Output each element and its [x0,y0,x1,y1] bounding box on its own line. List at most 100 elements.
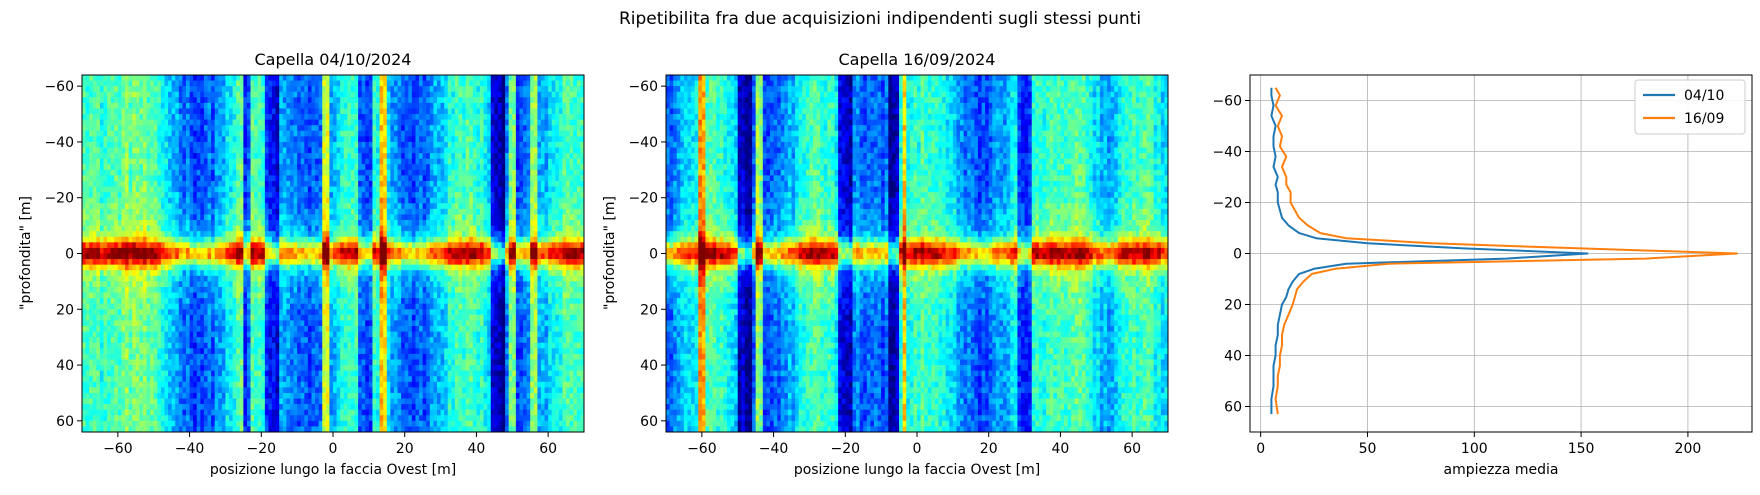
heatmap-cell [537,180,542,188]
heatmap-cell [458,136,463,143]
heatmap-cell [289,264,295,271]
heatmap-cell [318,253,323,260]
heatmap-cell [336,214,341,221]
heatmap-cell [157,97,162,104]
heatmap-cell [530,247,535,255]
heatmap-cell [350,214,356,221]
heatmap-cell [307,259,313,266]
heatmap-cell [469,108,474,115]
heatmap-cell [329,158,334,165]
heatmap-cell [386,141,391,149]
heatmap-cell [282,119,287,126]
heatmap-cell [505,225,510,232]
heatmap-cell [146,141,151,149]
heatmap-cell [465,147,470,154]
heatmap-cell [196,164,201,171]
heatmap-cell [566,158,571,165]
heatmap-cell [243,253,248,260]
heatmap-cell [350,236,356,243]
heatmap-cell [193,125,198,132]
heatmap-cell [236,220,241,227]
heatmap-cell [304,236,309,243]
heatmap-cell [246,75,252,82]
heatmap-cell [533,125,538,132]
heatmap-cell [476,153,481,160]
heatmap-cell [376,102,381,110]
heatmap-cell [465,186,470,193]
heatmap-cell [350,86,356,93]
heatmap-cell [397,119,402,126]
heatmap-cell [214,80,219,87]
heatmap-cell [286,91,291,98]
heatmap-cell [365,97,370,104]
heatmap-cell [99,164,105,171]
heatmap-cell [358,114,363,121]
heatmap-cell [558,80,564,87]
heatmap-cell [196,203,201,210]
heatmap-cell [175,220,180,227]
heatmap-cell [368,80,374,87]
heatmap-cell [193,259,198,266]
heatmap-cell [555,130,560,137]
heatmap-cell [225,242,230,249]
heatmap-cell [221,141,227,149]
heatmap-cell [397,125,402,132]
heatmap-cell [497,114,503,121]
heatmap-cell [426,247,431,255]
heatmap-cell [246,125,252,132]
heatmap-cell [480,91,485,98]
heatmap-cell [279,197,284,204]
heatmap-cell [272,214,277,221]
heatmap-cell [178,203,183,210]
heatmap-cell [515,214,521,221]
heatmap-cell [497,97,503,104]
heatmap-cell [297,186,302,193]
heatmap-cell [472,80,478,87]
heatmap-cell [476,197,481,204]
heatmap-cell [426,153,431,160]
heatmap-cell [465,153,470,160]
heatmap-cell [293,158,298,165]
heatmap-cell [150,158,155,165]
heatmap-cell [89,130,94,137]
heatmap-cell [429,264,434,271]
heatmap-cell [415,253,420,260]
heatmap-cell [89,270,94,277]
heatmap-cell [415,141,420,149]
heatmap-cell [358,225,363,232]
heatmap-cell [135,259,140,266]
heatmap-cell [96,80,101,87]
heatmap-cell [229,247,234,255]
heatmap-cell [512,153,517,160]
heatmap-cell [125,108,130,115]
heatmap-cell [92,102,97,110]
heatmap-cell [164,180,169,188]
heatmap-cell [533,169,538,177]
heatmap-cell [121,225,126,232]
heatmap-cell [171,125,176,132]
heatmap-cell [114,169,119,177]
heatmap-cell [243,231,248,238]
heatmap-cell [487,147,492,154]
heatmap-cell [178,180,183,188]
heatmap-cell [404,264,409,271]
heatmap-cell [322,147,327,154]
heatmap-cell [411,186,417,193]
heatmap-cell [146,214,151,221]
heatmap-cell [325,108,331,115]
heatmap-cell [218,136,223,143]
heatmap-cell [487,130,492,137]
heatmap-cell [458,119,463,126]
heatmap-cell [214,253,219,260]
heatmap-cell [497,197,503,204]
heatmap-cell [92,186,97,193]
heatmap-cell [203,141,209,149]
heatmap-cell [160,253,166,260]
heatmap-cell [307,141,313,149]
heatmap-cell [490,164,495,171]
heatmap-cell [211,169,216,177]
heatmap-cell [243,158,248,165]
heatmap-cell [142,197,148,204]
heatmap-cell [376,264,381,271]
heatmap-cell [239,203,244,210]
